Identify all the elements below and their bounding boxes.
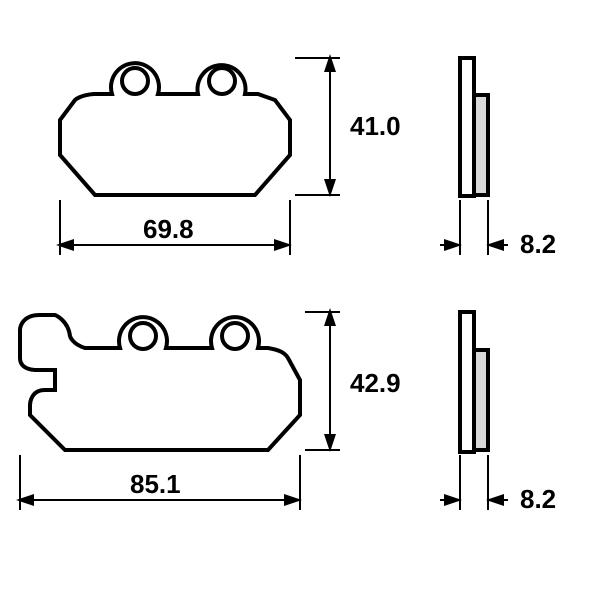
pad1-thickness-dim: 8.2 [440, 200, 556, 259]
brake-pad-1 [60, 58, 488, 196]
pad2-thickness-value: 8.2 [520, 484, 556, 514]
pad1-body [60, 63, 290, 195]
pad2-thickness-dim: 8.2 [440, 455, 556, 514]
pad2-width-value: 85.1 [130, 469, 181, 499]
pad1-width-value: 69.8 [143, 214, 194, 244]
pad1-hole-left [122, 68, 148, 94]
pad1-width-dim: 69.8 [60, 200, 290, 255]
pad2-body [20, 315, 300, 450]
pad1-side-profile [460, 58, 488, 196]
diagram-canvas: 41.0 69.8 8.2 42.9 [0, 0, 600, 600]
brake-pad-2 [20, 312, 488, 452]
pad2-hole-right [222, 323, 248, 349]
pad2-hole-left [130, 323, 156, 349]
pad1-height-value: 41.0 [350, 111, 401, 141]
pad2-height-dim: 42.9 [305, 312, 401, 450]
pad2-width-dim: 85.1 [20, 455, 300, 510]
pad2-height-value: 42.9 [350, 368, 401, 398]
pad1-hole-right [209, 68, 235, 94]
pad1-thickness-value: 8.2 [520, 229, 556, 259]
pad2-side-profile [460, 312, 488, 452]
pad1-height-dim: 41.0 [295, 58, 401, 195]
